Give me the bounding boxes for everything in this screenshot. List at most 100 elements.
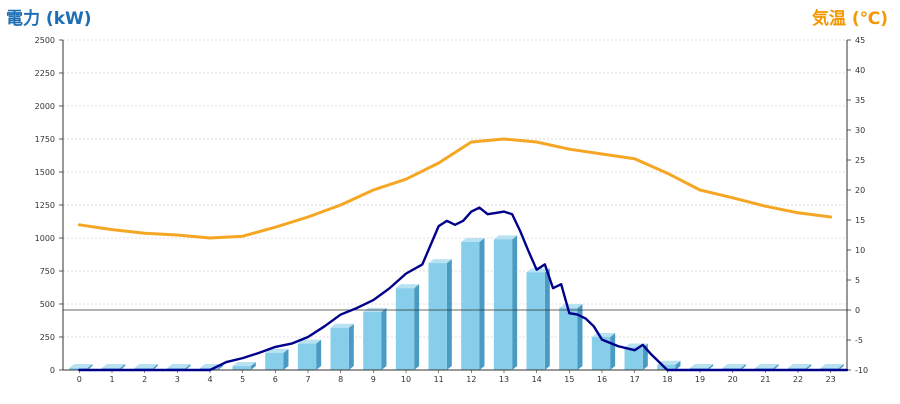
right-axis-title: 気温 (℃) [811,9,888,29]
left-tick-label: 250 [40,333,55,342]
left-tick-label: 2000 [35,102,55,111]
bar-side-19 [708,364,714,370]
bar-12 [461,241,480,370]
bar-side-8 [348,323,354,370]
bar-side-20 [740,364,746,370]
power-line [78,206,849,372]
x-tick-label: 4 [207,375,212,384]
x-tick-label: 11 [434,375,444,384]
x-tick-label: 12 [466,375,476,384]
bar-top-6 [265,348,289,353]
left-axis-title: 電力 (kW) [6,9,92,29]
right-tick-label: 15 [855,216,865,225]
bar-side-23 [838,364,844,370]
left-tick-label: 1250 [35,201,55,210]
bar-side-11 [446,259,452,370]
x-tick-label: 20 [728,375,738,384]
bar-side-1 [120,364,126,370]
x-tick-label: 5 [240,375,245,384]
right-tick-label: -10 [855,366,868,375]
right-tick-label: 20 [855,186,865,195]
left-tick-label: 500 [40,300,55,309]
bar-top-15 [559,303,583,308]
x-tick-label: 0 [77,375,82,384]
bar-side-22 [806,364,812,370]
bar-16 [591,337,611,370]
x-tick-label: 9 [371,375,376,384]
x-tick-label: 16 [597,375,607,384]
bar-top-13 [493,235,518,240]
right-tick-label: 45 [855,36,865,45]
bar-6 [265,352,284,370]
bar-side-18 [675,360,681,370]
temperature-line [77,137,833,240]
x-tick-label: 18 [662,375,672,384]
left-tick-label: 0 [50,366,55,375]
x-tick-label: 17 [630,375,640,384]
x-tick-label: 8 [338,375,343,384]
right-tick-label: 5 [855,276,860,285]
bar-top-1 [101,364,126,369]
bar-top-8 [330,323,354,328]
bar-top-21 [755,364,779,369]
bar-side-16 [610,333,616,370]
bar-11 [428,263,447,370]
x-tick-label: 21 [760,375,770,384]
bar-0 [69,368,88,370]
x-tick-label: 22 [793,375,803,384]
x-tick-label: 1 [109,375,114,384]
x-tick-label: 19 [695,375,705,384]
bar-side-0 [87,364,93,370]
bar-top-14 [526,268,550,273]
bar-13 [493,239,513,370]
bar-top-19 [689,364,714,369]
bar-top-20 [722,364,746,369]
bar-top-12 [461,237,485,242]
x-tick-label: 7 [305,375,310,384]
bar-top-2 [134,364,158,369]
bar-side-5 [250,362,256,370]
bar-side-14 [544,268,550,370]
x-tick-label: 13 [499,375,509,384]
right-tick-label: 10 [855,246,865,255]
right-tick-label: 30 [855,126,865,135]
bar-10 [395,288,415,370]
right-tick-label: 35 [855,96,865,105]
bar-17 [624,347,643,370]
bar-top-23 [820,364,844,369]
x-tick-label: 6 [273,375,278,384]
right-tick-label: 40 [855,66,865,75]
x-tick-label: 3 [175,375,180,384]
bar-15 [559,307,578,370]
left-tick-label: 2500 [35,36,55,45]
bar-5 [232,366,251,370]
x-tick-label: 23 [826,375,836,384]
x-tick-label: 10 [401,375,411,384]
left-tick-label: 750 [40,267,55,276]
bar-top-11 [428,259,452,264]
bar-top-3 [167,364,191,369]
bar-side-10 [414,284,420,370]
right-tick-label: -5 [855,336,863,345]
bar-14 [526,272,545,370]
bar-9 [363,311,382,370]
bar-top-5 [232,362,256,367]
bar-top-7 [297,339,322,344]
bar-side-9 [381,307,387,370]
x-tick-label: 15 [564,375,574,384]
left-tick-label: 1500 [35,168,55,177]
bar-side-13 [512,235,518,370]
bar-side-12 [479,237,485,370]
bar-top-18 [657,360,681,365]
bar-top-22 [787,364,812,369]
bar-side-6 [283,348,289,370]
bar-8 [330,327,349,370]
bar-side-15 [577,303,583,370]
right-tick-label: 25 [855,156,865,165]
bar-top-10 [395,284,420,289]
left-tick-label: 2250 [35,69,55,78]
left-tick-label: 1000 [35,234,55,243]
x-tick-label: 14 [532,375,542,384]
